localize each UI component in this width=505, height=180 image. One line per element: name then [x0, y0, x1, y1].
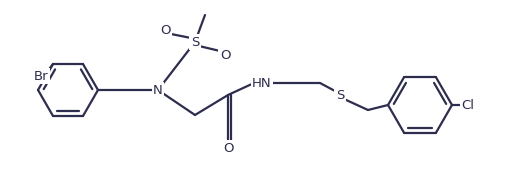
Text: S: S	[191, 35, 199, 48]
Text: Cl: Cl	[462, 98, 475, 111]
Text: N: N	[153, 84, 163, 96]
Text: HN: HN	[252, 76, 272, 89]
Text: Br: Br	[34, 69, 48, 82]
Text: S: S	[336, 89, 344, 102]
Text: O: O	[220, 48, 230, 62]
Text: O: O	[223, 141, 233, 154]
Text: O: O	[160, 24, 170, 37]
